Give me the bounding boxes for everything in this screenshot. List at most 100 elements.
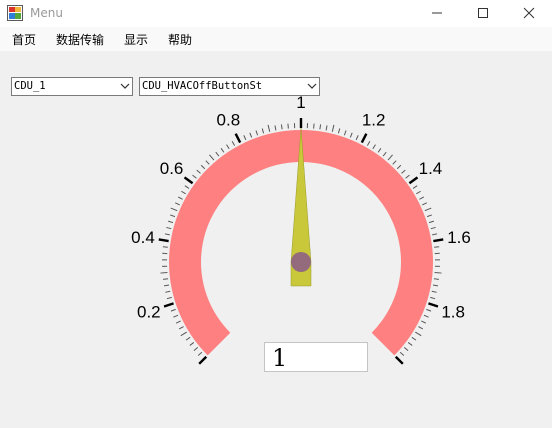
minor-tick bbox=[193, 347, 199, 351]
major-tick bbox=[408, 176, 419, 185]
minor-tick bbox=[205, 160, 210, 165]
major-tick bbox=[360, 133, 368, 144]
minor-tick bbox=[411, 336, 417, 341]
minor-tick bbox=[215, 151, 220, 157]
chevron-down-icon bbox=[120, 83, 130, 89]
minor-tick bbox=[382, 151, 387, 157]
minor-tick bbox=[419, 196, 425, 200]
minor-tick bbox=[423, 314, 429, 318]
chevron-down-icon bbox=[307, 83, 317, 89]
minor-tick bbox=[163, 278, 169, 280]
gauge-value-text: 1 bbox=[272, 344, 288, 372]
minor-tick bbox=[197, 351, 203, 356]
tick-label: 1.2 bbox=[362, 110, 386, 129]
minor-tick bbox=[343, 130, 347, 136]
device-select-value: CDU_1 bbox=[14, 80, 46, 92]
maximize-icon bbox=[478, 8, 488, 18]
minor-tick bbox=[372, 144, 376, 150]
minor-tick bbox=[200, 164, 206, 170]
minor-tick bbox=[426, 214, 432, 218]
tick-label: 1.8 bbox=[441, 302, 465, 321]
minor-tick bbox=[387, 154, 393, 161]
minor-tick bbox=[280, 124, 283, 130]
tick-label: 1 bbox=[296, 93, 305, 112]
minor-tick bbox=[226, 144, 230, 150]
minor-tick bbox=[185, 336, 191, 341]
minor-tick bbox=[163, 284, 170, 287]
minor-tick bbox=[355, 135, 359, 141]
minor-tick bbox=[192, 174, 197, 179]
minor-tick bbox=[184, 185, 190, 189]
minor-tick bbox=[231, 141, 236, 146]
gauge-value-readout: 1 bbox=[264, 342, 368, 372]
minor-tick bbox=[166, 296, 172, 300]
gauge-labels: 0.2 0.4 0.6 0.8 1 1.2 1.4 1.6 1.8 bbox=[131, 93, 471, 321]
menu-item-data-transfer[interactable]: 数据传输 bbox=[56, 33, 105, 47]
minor-tick bbox=[243, 135, 247, 141]
minor-tick bbox=[392, 160, 397, 165]
minor-tick bbox=[432, 233, 438, 236]
menu-item-home[interactable]: 首页 bbox=[12, 33, 37, 47]
minor-tick bbox=[428, 220, 435, 224]
menu-item-display[interactable]: 显示 bbox=[124, 33, 149, 47]
major-tick bbox=[394, 355, 404, 365]
minor-tick bbox=[426, 308, 432, 312]
signal-select[interactable]: CDU_HVACOffButtonSt bbox=[139, 77, 320, 96]
minimize-icon bbox=[432, 12, 442, 14]
minor-tick bbox=[170, 214, 176, 218]
minor-tick bbox=[170, 207, 178, 212]
minor-tick bbox=[418, 326, 424, 330]
maximize-button[interactable] bbox=[460, 0, 506, 27]
minor-tick bbox=[401, 169, 406, 174]
minor-tick bbox=[422, 202, 427, 206]
minor-tick bbox=[416, 190, 421, 195]
minor-tick bbox=[173, 314, 179, 318]
minor-tick bbox=[162, 246, 168, 248]
minor-tick bbox=[433, 278, 439, 280]
close-button[interactable] bbox=[506, 0, 552, 27]
minor-tick bbox=[430, 226, 436, 230]
gauge-hub bbox=[291, 252, 311, 272]
menu-item-help[interactable]: 帮助 bbox=[168, 33, 193, 47]
minor-tick bbox=[349, 132, 353, 138]
tick-label: 1.6 bbox=[447, 228, 471, 247]
tick-label: 0.6 bbox=[160, 159, 184, 178]
gauge-ticks bbox=[158, 118, 444, 365]
tick-label: 0.8 bbox=[217, 110, 241, 129]
minor-tick bbox=[412, 185, 418, 189]
tick-label: 1.4 bbox=[419, 159, 443, 178]
minor-tick bbox=[189, 342, 195, 346]
minor-tick bbox=[421, 320, 427, 324]
minor-tick bbox=[249, 132, 253, 138]
minor-tick bbox=[434, 272, 442, 274]
major-tick bbox=[428, 302, 439, 308]
minor-tick bbox=[181, 190, 186, 195]
minor-tick bbox=[405, 174, 410, 179]
minor-tick bbox=[170, 308, 176, 312]
minor-tick bbox=[164, 233, 170, 236]
minor-tick bbox=[178, 326, 184, 330]
gauge-needle bbox=[290, 127, 312, 287]
title-bar: Menu bbox=[0, 0, 552, 27]
minor-tick bbox=[220, 147, 225, 153]
minor-tick bbox=[432, 284, 439, 287]
minor-tick bbox=[267, 124, 271, 132]
minor-tick bbox=[414, 331, 422, 337]
signal-select-value: CDU_HVACOffButtonSt bbox=[142, 80, 263, 92]
device-select[interactable]: CDU_1 bbox=[11, 77, 133, 96]
minor-tick bbox=[165, 290, 171, 293]
minor-tick bbox=[175, 320, 181, 324]
major-tick bbox=[183, 176, 194, 185]
minor-tick bbox=[180, 331, 188, 337]
minimize-button[interactable] bbox=[414, 0, 460, 27]
minor-tick bbox=[196, 169, 201, 174]
major-tick bbox=[158, 238, 169, 243]
minor-tick bbox=[396, 164, 402, 170]
major-tick bbox=[234, 133, 242, 144]
minor-tick bbox=[167, 220, 174, 224]
minor-tick bbox=[431, 290, 437, 293]
minor-tick bbox=[160, 272, 168, 274]
minor-tick bbox=[274, 125, 277, 131]
tick-label: 0.2 bbox=[137, 302, 161, 321]
